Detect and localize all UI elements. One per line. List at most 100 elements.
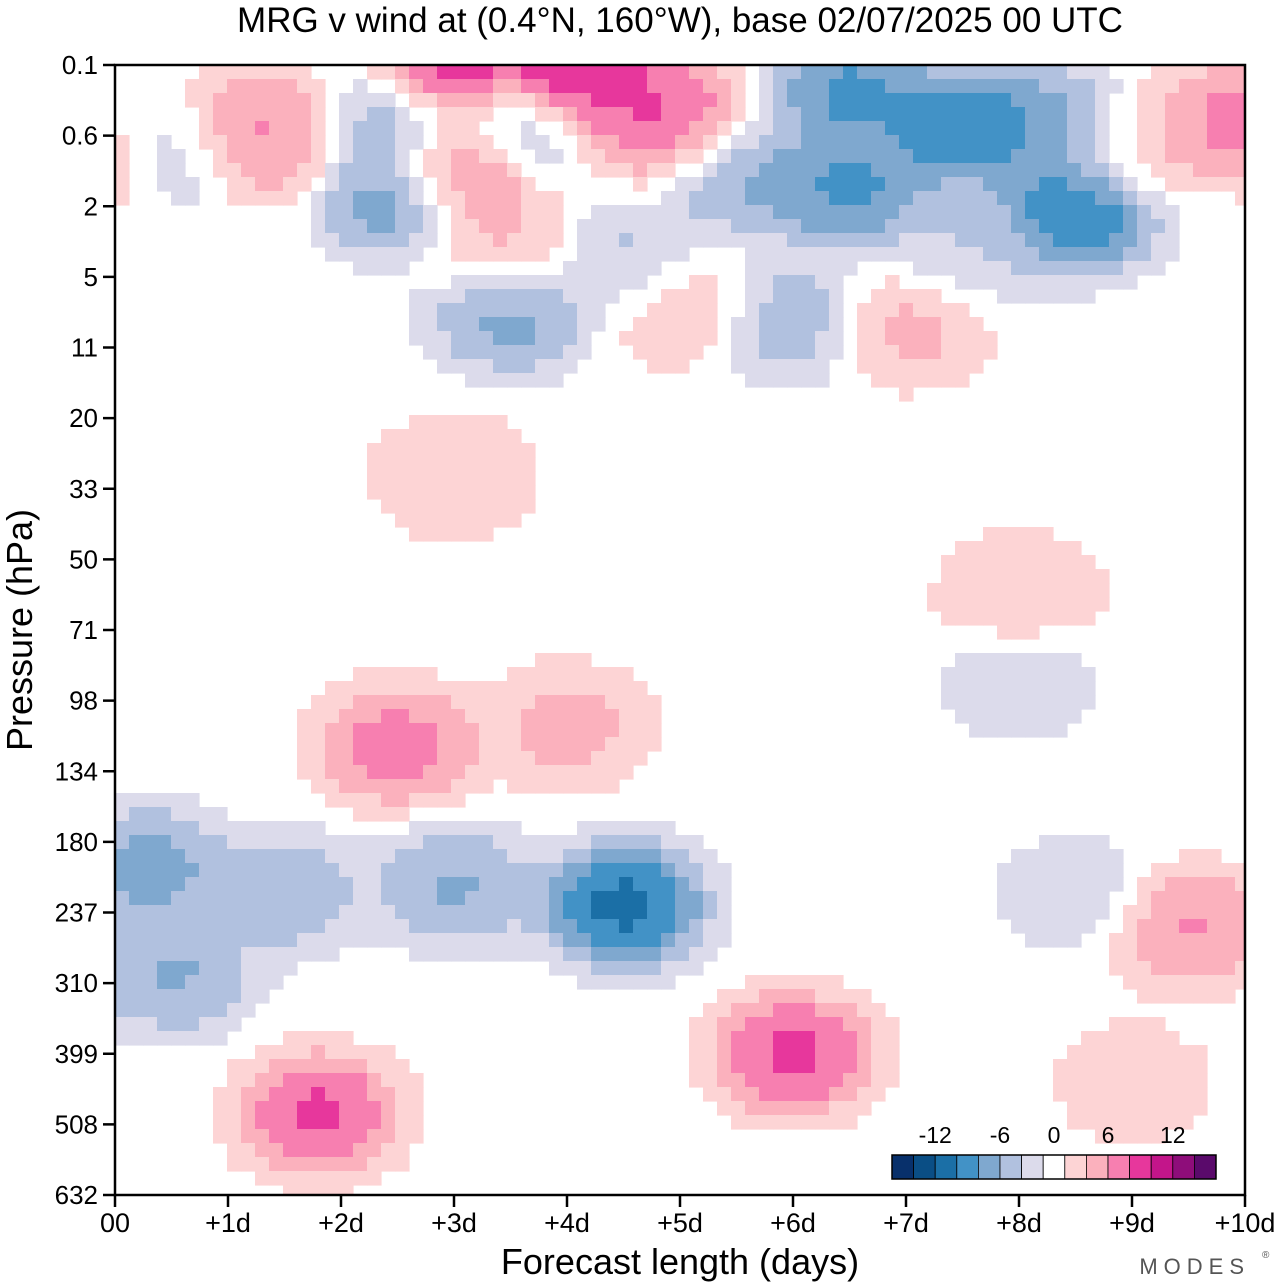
heat-cell — [255, 121, 270, 136]
heat-cell — [423, 457, 438, 472]
heat-cell — [801, 121, 816, 136]
heat-cell — [1137, 891, 1152, 906]
heat-cell — [451, 513, 466, 528]
heat-cell — [1151, 1045, 1166, 1060]
heat-cell — [731, 1059, 746, 1074]
heat-cell — [423, 149, 438, 164]
heat-cell — [1081, 191, 1096, 206]
heat-cell — [549, 653, 564, 668]
heat-cell — [927, 205, 942, 220]
heat-cell — [479, 149, 494, 164]
heat-cell — [1039, 709, 1054, 724]
heat-cell — [227, 135, 242, 150]
heat-cell — [619, 975, 634, 990]
heat-cell — [409, 905, 424, 920]
heat-cell — [689, 121, 704, 136]
heat-cell — [1025, 247, 1040, 262]
heat-cell — [507, 317, 522, 332]
heat-cell — [927, 79, 942, 94]
heat-cell — [493, 163, 508, 178]
heat-cell — [171, 835, 186, 850]
heat-cell — [339, 891, 354, 906]
heat-cell — [927, 233, 942, 248]
heat-cell — [605, 961, 620, 976]
heat-cell — [843, 1003, 858, 1018]
heat-cell — [1123, 1129, 1138, 1144]
heat-cell — [1053, 905, 1068, 920]
heat-cell — [535, 233, 550, 248]
heat-cell — [311, 849, 326, 864]
heat-cell — [927, 191, 942, 206]
heat-cell — [591, 905, 606, 920]
heat-cell — [1109, 247, 1124, 262]
heat-cell — [493, 485, 508, 500]
heat-cell — [241, 149, 256, 164]
heat-cell — [493, 443, 508, 458]
heat-cell — [885, 107, 900, 122]
heat-cell — [703, 317, 718, 332]
heat-cell — [1039, 597, 1054, 612]
heat-cell — [409, 205, 424, 220]
x-tick-label: +1d — [205, 1208, 251, 1238]
heat-cell — [941, 555, 956, 570]
heat-cell — [297, 709, 312, 724]
heat-cell — [1109, 191, 1124, 206]
heat-cell — [605, 947, 620, 962]
heat-cell — [1039, 93, 1054, 108]
heat-cell — [451, 429, 466, 444]
heat-cell — [311, 863, 326, 878]
heat-cell — [871, 1087, 886, 1102]
heat-cell — [1081, 1115, 1096, 1130]
heat-cell — [451, 821, 466, 836]
heat-cell — [689, 877, 704, 892]
heat-cell — [689, 107, 704, 122]
heat-cell — [1039, 611, 1054, 626]
heat-cell — [129, 1003, 144, 1018]
heat-cell — [717, 149, 732, 164]
heat-cell — [1039, 65, 1054, 80]
heat-cell — [801, 331, 816, 346]
heat-cell — [325, 191, 340, 206]
heat-cell — [1123, 1059, 1138, 1074]
heat-cell — [997, 191, 1012, 206]
heat-cell — [143, 793, 158, 808]
heat-cell — [577, 695, 592, 710]
heat-cell — [577, 331, 592, 346]
heat-cell — [773, 975, 788, 990]
heat-cell — [675, 331, 690, 346]
heat-cell — [381, 765, 396, 780]
heat-cell — [857, 219, 872, 234]
heat-cell — [801, 975, 816, 990]
heat-cell — [871, 65, 886, 80]
heat-cell — [591, 709, 606, 724]
heat-cell — [577, 821, 592, 836]
heat-cell — [157, 1003, 172, 1018]
heat-cell — [843, 219, 858, 234]
heat-cell — [451, 149, 466, 164]
heat-cell — [395, 457, 410, 472]
heat-cell — [311, 1073, 326, 1088]
heat-cell — [1039, 723, 1054, 738]
heat-cell — [997, 877, 1012, 892]
heat-cell — [661, 233, 676, 248]
heat-cell — [955, 695, 970, 710]
heat-cell — [1025, 135, 1040, 150]
heat-cell — [157, 877, 172, 892]
heat-cell — [1109, 1115, 1124, 1130]
heat-cell — [1081, 891, 1096, 906]
heat-cell — [521, 765, 536, 780]
heat-cell — [535, 303, 550, 318]
heat-cell — [661, 331, 676, 346]
heat-cell — [507, 233, 522, 248]
heat-cell — [1095, 247, 1110, 262]
heat-cell — [423, 947, 438, 962]
heat-cell — [1067, 219, 1082, 234]
heat-cell — [1207, 891, 1222, 906]
heat-cell — [633, 947, 648, 962]
heat-cell — [535, 737, 550, 752]
heat-cell — [311, 877, 326, 892]
heat-cell — [941, 303, 956, 318]
heat-cell — [703, 1045, 718, 1060]
heat-cell — [1095, 233, 1110, 248]
heat-cell — [535, 919, 550, 934]
